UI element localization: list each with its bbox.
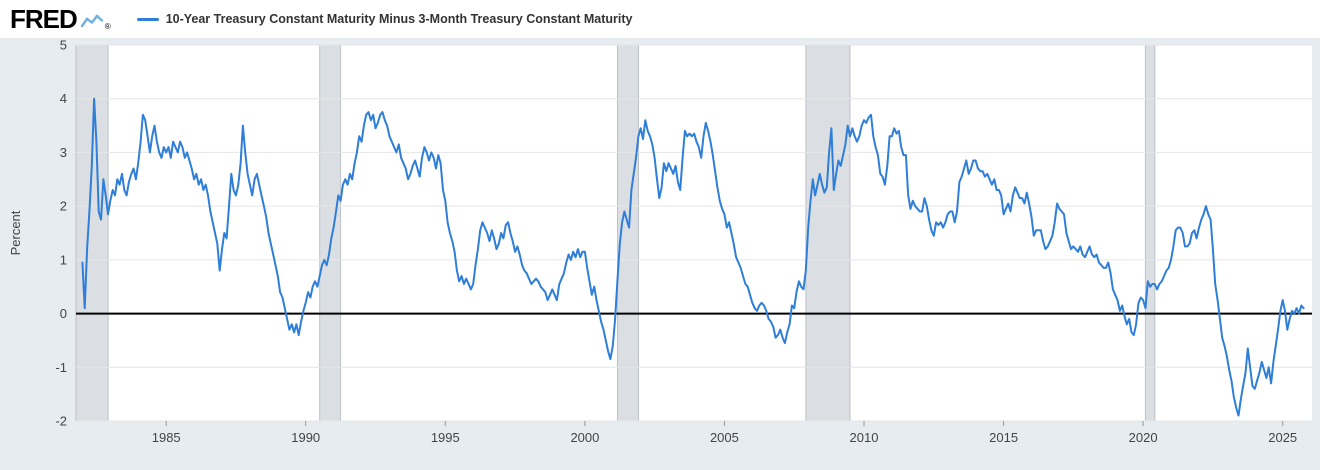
x-axis-tick-label: 2015	[989, 430, 1018, 445]
x-axis-tick-label: 1990	[291, 430, 320, 445]
x-axis-tick-label: 1985	[152, 430, 181, 445]
recession-band	[805, 45, 850, 421]
series-legend[interactable]: 10-Year Treasury Constant Maturity Minus…	[136, 12, 633, 26]
series-legend-label: 10-Year Treasury Constant Maturity Minus…	[165, 12, 633, 26]
recession-band	[617, 45, 639, 421]
x-axis-tick-label: 2020	[1129, 430, 1158, 445]
y-axis-tick-label: 4	[60, 91, 67, 106]
y-axis-tick-label: -1	[55, 360, 67, 375]
x-axis-tick-label: 2000	[570, 430, 599, 445]
chart-svg[interactable]: 5 4 3 2 1 0 -1 -2 1985 1990 1995 2000 2005 2010 2015 20…	[0, 38, 1320, 465]
chart-area: 5 4 3 2 1 0 -1 -2 1985 1990 1995 2000 2005 2010 2015 20…	[0, 38, 1320, 470]
y-axis-tick-label: 1	[60, 252, 67, 267]
x-axis-tick-label: 1995	[431, 430, 460, 445]
series-legend-marker	[136, 17, 159, 21]
x-axis-tick-label: 2005	[710, 430, 739, 445]
x-axis-tick-label: 2010	[850, 430, 879, 445]
registered-trademark: ®	[104, 22, 111, 31]
y-axis-tick-label: 5	[60, 38, 67, 53]
fred-logo-chart-icon	[80, 14, 103, 28]
y-axis-tick-label: -2	[55, 414, 67, 429]
series-line[interactable]	[81, 97, 1305, 417]
x-axis-tick-label: 2025	[1268, 430, 1297, 445]
y-axis-title: Percent	[8, 210, 23, 255]
graph-header: FRED ® 10-Year Treasury Constant Maturit…	[0, 0, 1320, 38]
recession-band	[76, 45, 109, 421]
recession-band	[1145, 45, 1155, 421]
plot-background	[76, 45, 1312, 421]
fred-logo[interactable]: FRED ®	[10, 6, 111, 32]
y-axis-tick-label: 2	[60, 199, 67, 214]
y-axis-tick-label: 3	[60, 145, 67, 160]
fred-logo-text: FRED	[10, 4, 78, 34]
recession-band	[319, 45, 341, 421]
y-axis-tick-label: 0	[60, 306, 67, 321]
